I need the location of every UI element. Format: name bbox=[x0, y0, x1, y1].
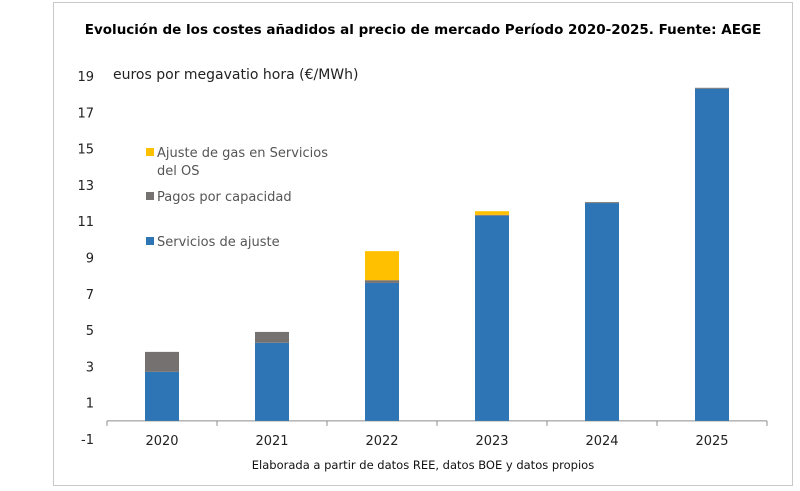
x-tick-label: 2024 bbox=[585, 434, 618, 449]
y-tick-label: 17 bbox=[77, 106, 94, 121]
y-tick-label: 9 bbox=[86, 252, 94, 267]
bar-segment bbox=[365, 282, 399, 421]
y-tick-label: 15 bbox=[77, 143, 94, 158]
legend-swatch bbox=[146, 148, 154, 156]
bar-segment bbox=[695, 87, 729, 89]
bar-segment bbox=[365, 251, 399, 281]
y-tick-label: 1 bbox=[86, 397, 94, 412]
bar-segment bbox=[695, 88, 729, 421]
bar-segment bbox=[585, 202, 619, 204]
legend-label: Ajuste de gas en Servicios bbox=[157, 146, 328, 161]
legend-swatch bbox=[146, 192, 154, 200]
y-tick-label: 13 bbox=[77, 179, 94, 194]
x-tick-label: 2022 bbox=[365, 434, 398, 449]
bar-segment bbox=[475, 211, 509, 215]
y-axis-unit-label: euros por megavatio hora (€/MWh) bbox=[113, 67, 359, 83]
legend-swatch bbox=[146, 237, 154, 245]
bar-segment bbox=[255, 342, 289, 421]
bar-segment bbox=[255, 331, 289, 343]
y-tick-label: 19 bbox=[77, 70, 94, 85]
x-tick-label: 2021 bbox=[255, 434, 288, 449]
x-tick-label: 2025 bbox=[695, 434, 728, 449]
y-tick-label: 7 bbox=[86, 288, 94, 303]
y-tick-label: -1 bbox=[81, 433, 94, 448]
bar-segment bbox=[365, 280, 399, 283]
y-tick-label: 11 bbox=[77, 215, 94, 230]
y-tick-label: 5 bbox=[86, 324, 94, 339]
x-tick-label: 2023 bbox=[475, 434, 508, 449]
bar-segment bbox=[585, 203, 619, 421]
legend-label: Servicios de ajuste bbox=[157, 235, 280, 250]
chart-title: Evolución de los costes añadidos al prec… bbox=[84, 22, 762, 38]
legend-label: Pagos por capacidad bbox=[157, 190, 292, 205]
bar-segment bbox=[145, 371, 179, 421]
y-tick-label: 3 bbox=[86, 360, 94, 375]
bar-segment bbox=[475, 214, 509, 216]
x-tick-label: 2020 bbox=[145, 434, 178, 449]
bar-segment bbox=[475, 215, 509, 421]
bar-segment bbox=[145, 351, 179, 372]
legend-label: del OS bbox=[157, 164, 199, 179]
source-note: Elaborada a partir de datos REE, datos B… bbox=[251, 458, 595, 472]
